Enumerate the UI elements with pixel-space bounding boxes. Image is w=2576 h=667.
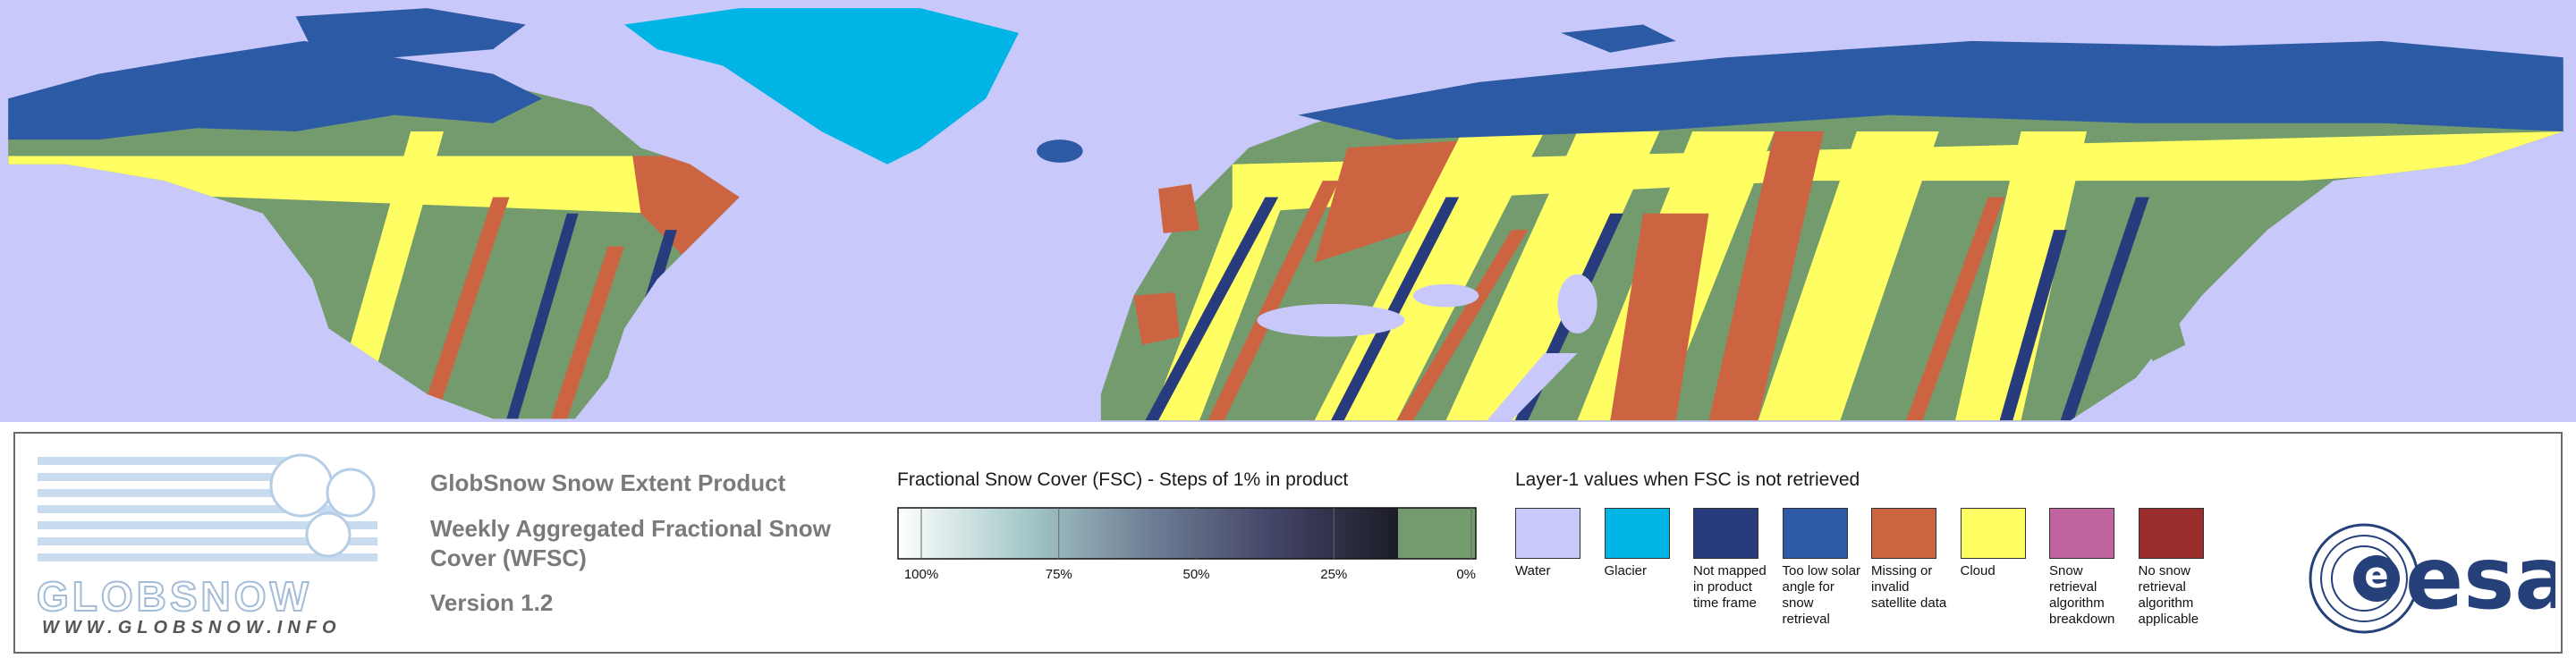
fsc-scale: 100% 75% 50% 25% 0%	[897, 507, 1477, 582]
swatch-label: Not mapped in product time frame	[1693, 563, 1767, 611]
fsc-gradient-bar	[898, 508, 1398, 559]
swatch-label: Missing or invalid satellite data	[1871, 563, 1947, 611]
product-title: GlobSnow Snow Extent Product	[430, 469, 786, 496]
swatch-label: Too low solar angle for snow retrieval	[1782, 563, 1861, 627]
fsc-title: Fractional Snow Cover (FSC) - Steps of 1…	[897, 469, 1349, 490]
swatch-label: Water	[1515, 563, 1551, 578]
logo-name: GLOBSNOW	[36, 572, 312, 621]
swatch	[1960, 508, 2026, 559]
swatch	[1782, 508, 1848, 559]
swatch-label: Cloud	[1960, 563, 1996, 578]
swatch-label: No snow retrieval algorithm applicable	[2138, 563, 2199, 627]
layer1-title: Layer-1 values when FSC is not retrieved	[1515, 469, 1860, 490]
swatch	[2049, 508, 2114, 559]
esa-logo: e esa	[2309, 523, 2555, 634]
tick-label: 50%	[1182, 567, 1209, 582]
swatch	[1871, 508, 1936, 559]
product-version: Version 1.2	[430, 589, 554, 616]
swatch-label: Glacier	[1604, 563, 1648, 578]
layer1-items: Water Glacier Not mapped in product time f…	[1515, 508, 2231, 642]
fsc-frame	[897, 507, 1477, 560]
product-subtitle: Weekly Aggregated Fractional Snow Cover …	[430, 515, 831, 571]
agency: esa	[2405, 528, 2555, 629]
tick-label: 0%	[1456, 567, 1476, 582]
tick-label: 75%	[1046, 567, 1072, 582]
swatch	[2138, 508, 2204, 559]
swatch	[1515, 508, 1580, 559]
tick-label: 100%	[904, 567, 938, 582]
swatch	[1693, 508, 1758, 559]
snow-free-swatch	[1398, 508, 1476, 559]
svg-text:e: e	[2364, 555, 2388, 596]
legend-panel: GLOBSNOW WWW.GLOBSNOW.INFO GlobSnow Snow…	[13, 432, 2563, 654]
swatch	[1604, 508, 1670, 559]
map	[0, 0, 2576, 422]
globsnow-logo	[38, 453, 377, 561]
tick-label: 25%	[1320, 567, 1347, 582]
logo-url: WWW.GLOBSNOW.INFO	[42, 618, 342, 637]
swatch-label: Snow retrieval algorithm breakdown	[2049, 563, 2115, 627]
